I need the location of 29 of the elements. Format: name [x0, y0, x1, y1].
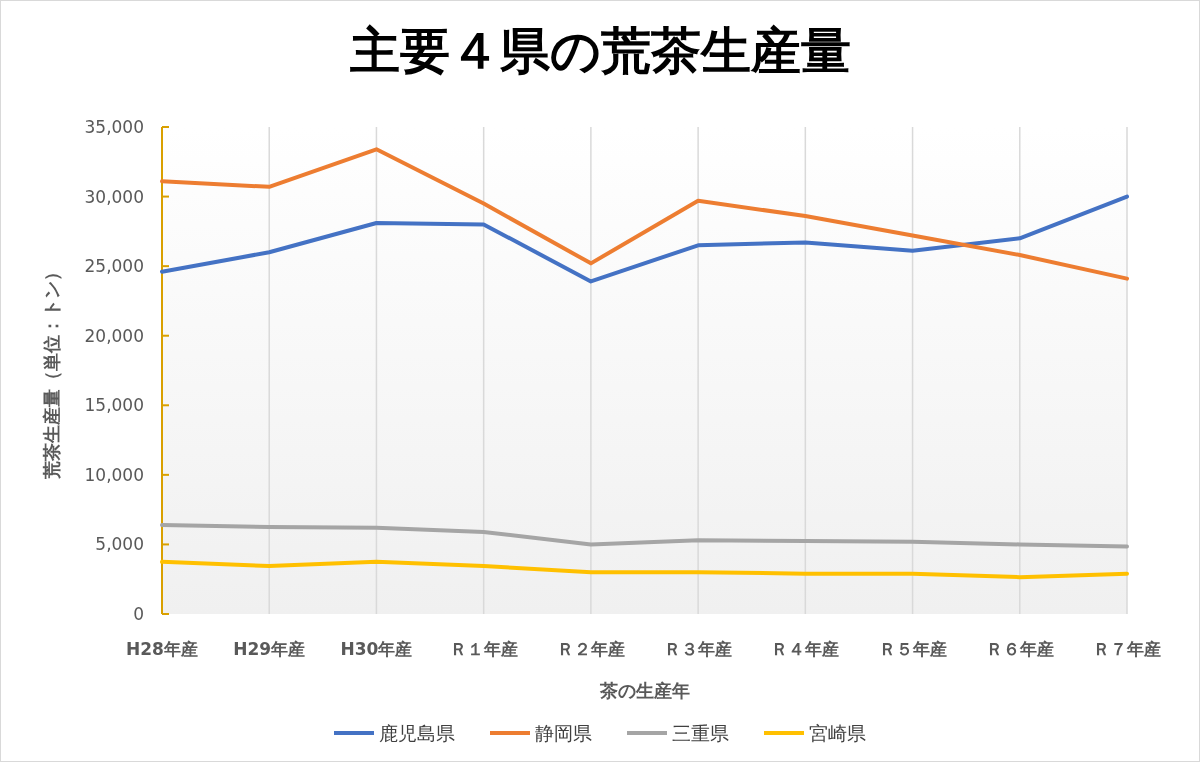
y-tick-label: 0 [133, 604, 144, 624]
y-tick-label: 15,000 [84, 395, 144, 416]
line-series [160, 194, 1129, 284]
line-series [160, 522, 1129, 549]
x-axis-title: 茶の生産年 [598, 680, 690, 701]
x-tick-label: Ｒ５年産 [878, 639, 947, 659]
y-tick-label: 5,000 [95, 534, 144, 555]
y-tick-label: 25,000 [84, 256, 144, 277]
x-tick-label: Ｒ４年産 [771, 639, 840, 659]
y-tick-label: 35,000 [84, 117, 144, 137]
x-tick-label: Ｒ１年産 [449, 639, 518, 659]
legend-label: 宮崎県 [809, 722, 866, 744]
legend-label: 鹿児島県 [379, 722, 455, 744]
line-series [160, 147, 1129, 281]
line-series [160, 559, 1129, 580]
legend-label: 静岡県 [535, 722, 592, 744]
x-tick-label: H29年産 [233, 639, 306, 659]
x-tick-label: Ｒ３年産 [664, 639, 733, 659]
legend-label: 三重県 [672, 722, 729, 744]
chart-title: 主要４県の荒茶生産量 [348, 22, 851, 80]
x-tick-label: Ｒ７年産 [1093, 639, 1161, 659]
x-tick-label: Ｒ６年産 [985, 639, 1054, 659]
x-tick-label: H28年産 [126, 639, 198, 659]
x-tick-label: Ｒ２年産 [556, 639, 625, 659]
x-tick-label: H30年産 [340, 639, 413, 659]
y-tick-label: 10,000 [84, 464, 144, 485]
y-tick-label: 30,000 [84, 186, 144, 207]
y-tick-label: 20,000 [84, 325, 144, 346]
y-axis-title: 荒茶生産量（単位：トン） [41, 262, 62, 480]
